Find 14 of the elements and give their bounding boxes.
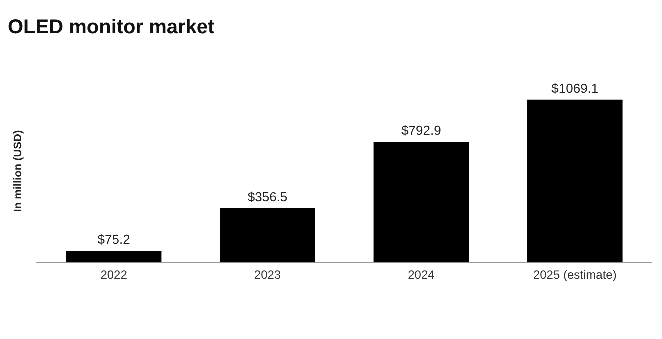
data-label: $1069.1: [552, 80, 599, 96]
bar: [528, 100, 623, 263]
bar: [220, 208, 316, 263]
data-label: $356.5: [248, 189, 288, 204]
bar: [374, 142, 470, 263]
bar: [66, 251, 162, 263]
x-tick-label: 2023: [254, 268, 282, 282]
y-axis-title: In million (USD): [12, 130, 25, 212]
data-label: $75.2: [98, 232, 130, 248]
chart-title: OLED monitor market: [8, 16, 216, 39]
x-tick-label: 2024: [408, 268, 436, 282]
x-tick-label: 2025 (estimate): [533, 268, 617, 282]
data-label: $792.9: [402, 123, 442, 138]
x-tick-label: 2022: [100, 268, 128, 282]
